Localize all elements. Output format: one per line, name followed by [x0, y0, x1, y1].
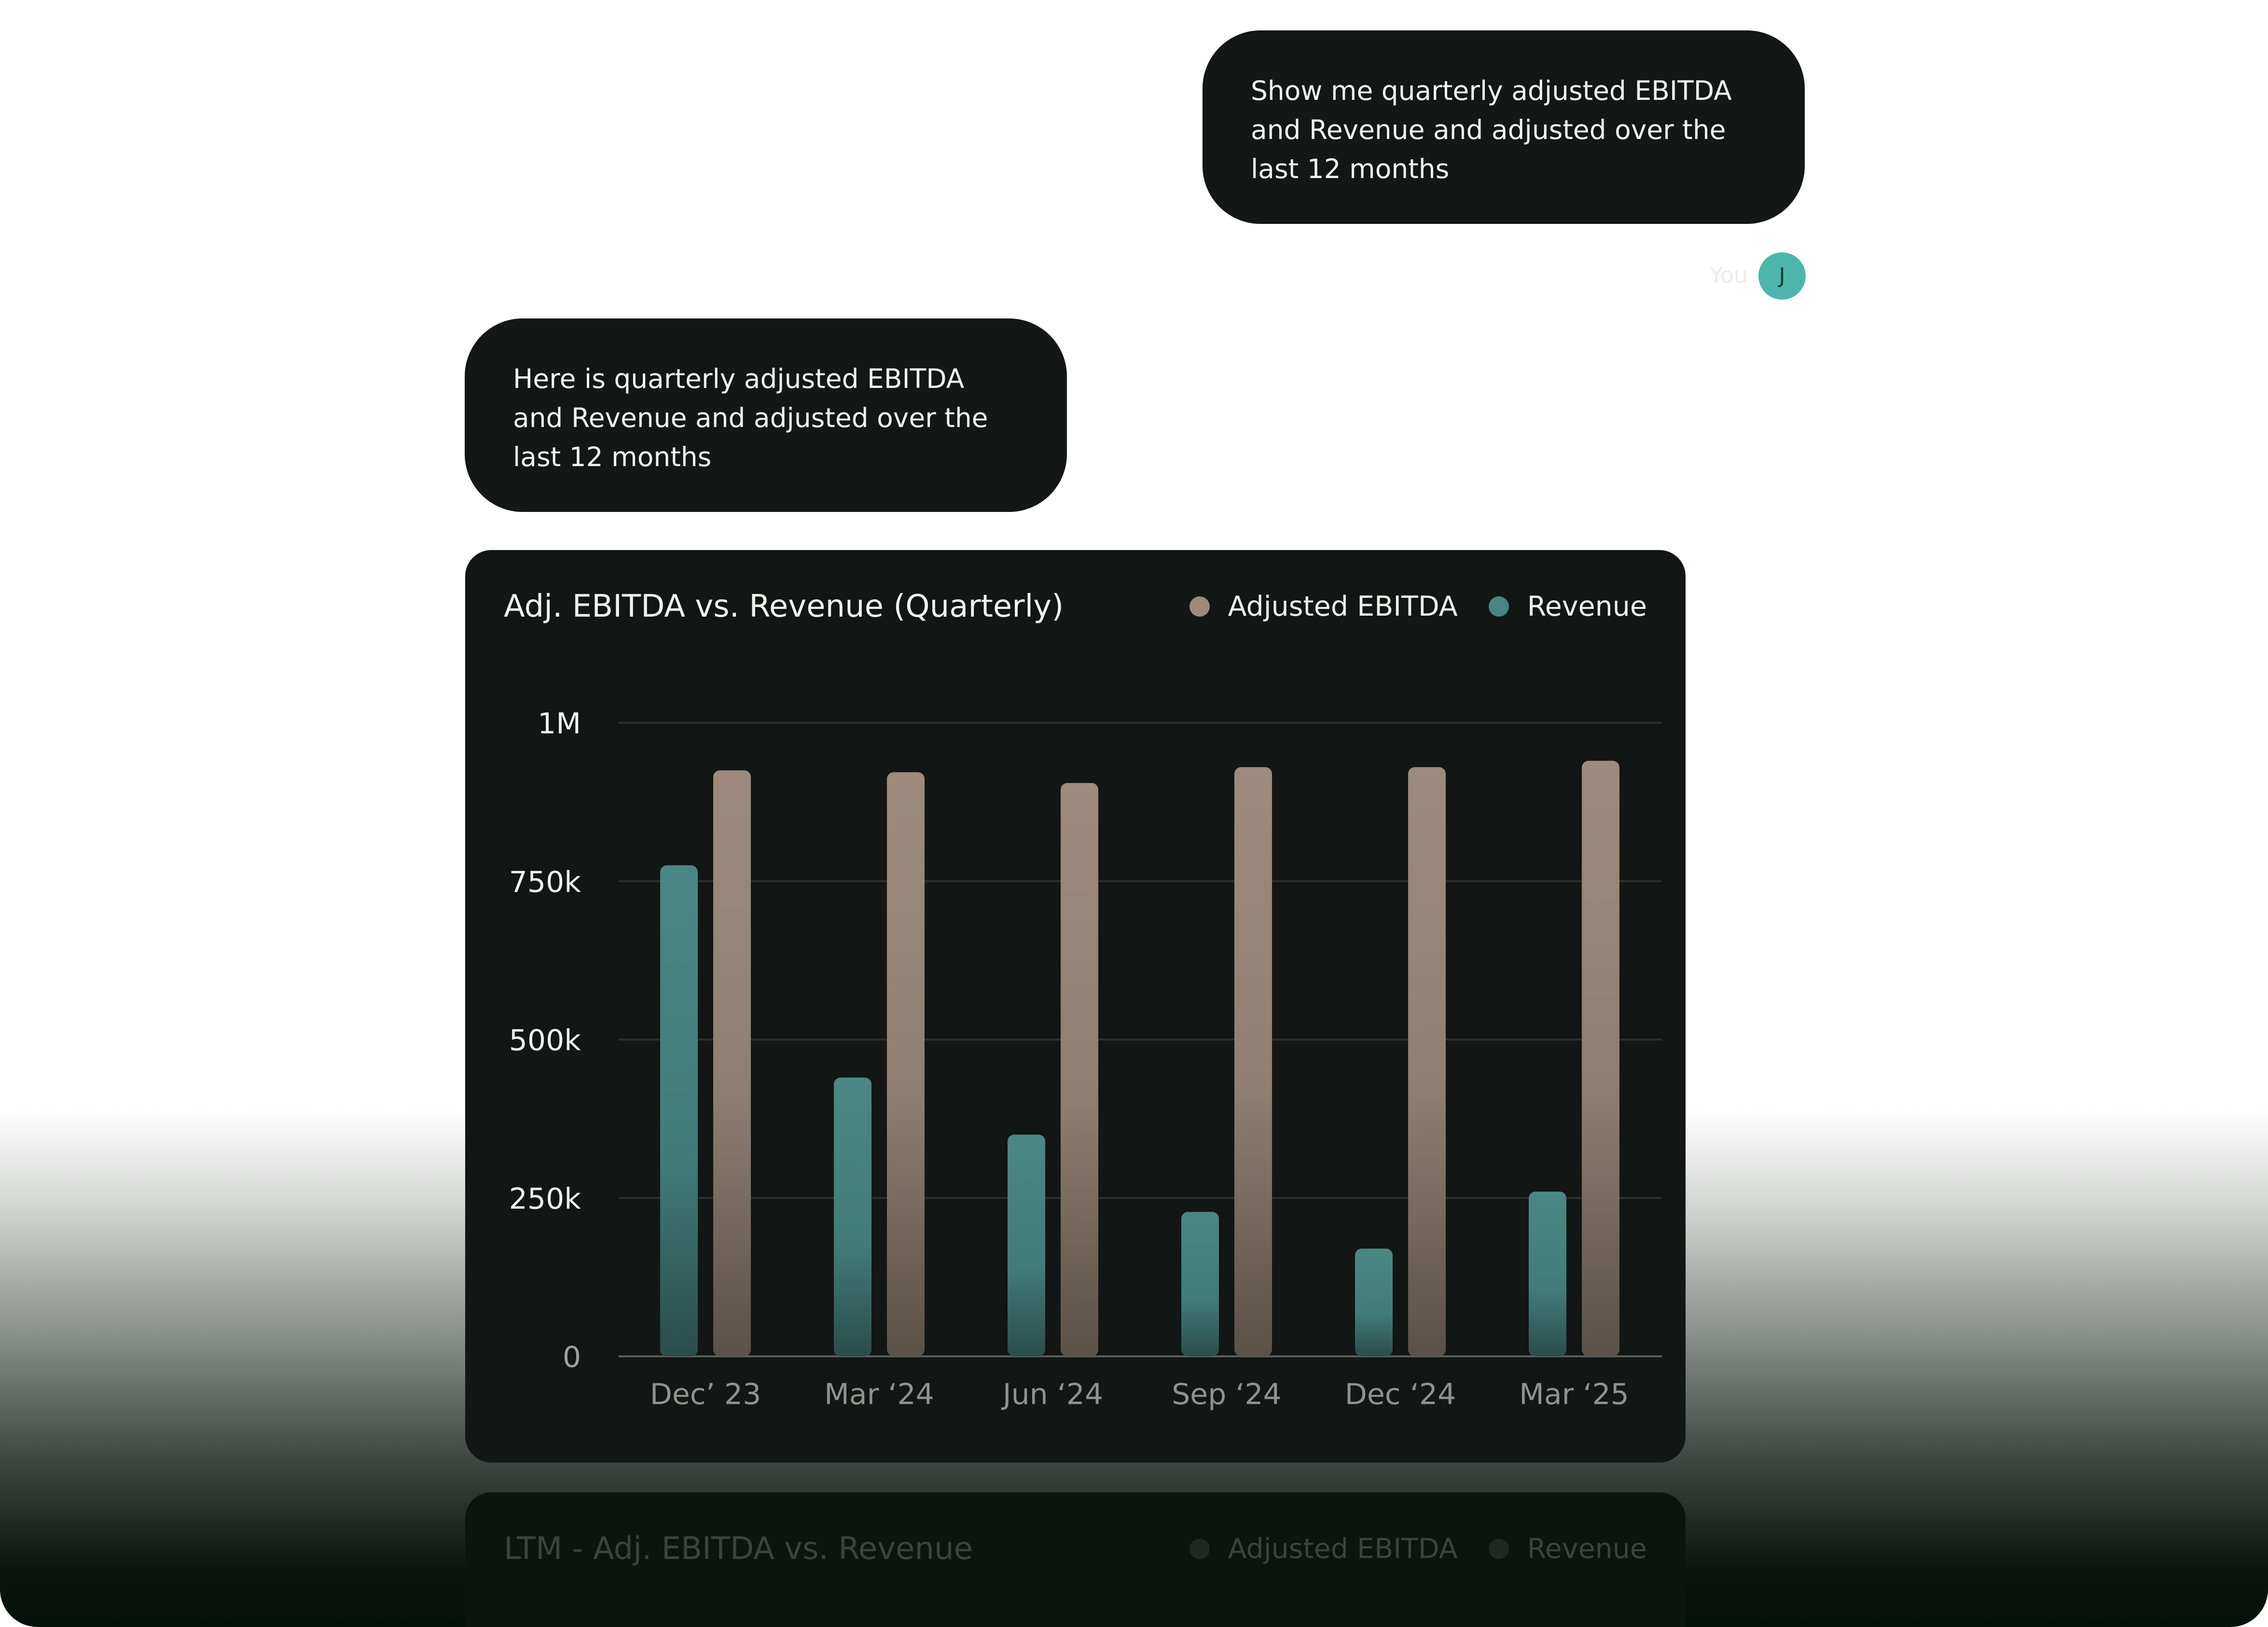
avatar[interactable]: J	[1758, 252, 1806, 300]
ebitda-bar	[1061, 783, 1098, 1356]
user-message-bubble: Show me quarterly adjusted EBITDA and Re…	[1203, 30, 1805, 224]
y-tick-label: 1M	[538, 707, 581, 741]
ltm-chart-title: LTM - Adj. EBITDA vs. Revenue	[504, 1531, 973, 1567]
revenue-bar	[834, 1077, 871, 1356]
y-tick-label: 0	[563, 1340, 581, 1374]
x-tick-label: Jun ‘24	[1001, 1378, 1103, 1411]
ebitda-bar	[1408, 767, 1446, 1356]
x-tick-label: Dec’ 23	[650, 1378, 761, 1411]
ltm-legend-dot-revenue	[1488, 1539, 1509, 1559]
x-tick-label: Mar ‘24	[824, 1378, 934, 1411]
revenue-bar	[660, 865, 698, 1356]
y-tick-label: 250k	[509, 1182, 581, 1216]
legend-item-ebitda[interactable]: Adjusted EBITDA	[1189, 591, 1458, 622]
ebitda-bar	[887, 772, 925, 1356]
ltm-chart-legend: Adjusted EBITDA Revenue	[1159, 1533, 1647, 1565]
chart-legend: Adjusted EBITDA Revenue	[1159, 591, 1647, 622]
legend-label-revenue: Revenue	[1527, 591, 1647, 622]
chart-card: Adj. EBITDA vs. Revenue (Quarterly) Adju…	[465, 550, 1686, 1462]
assistant-message-bubble: Here is quarterly adjusted EBITDA and Re…	[465, 318, 1067, 512]
ebitda-bar	[713, 770, 751, 1356]
revenue-bar	[1355, 1248, 1393, 1356]
legend-label-ebitda: Adjusted EBITDA	[1228, 591, 1458, 622]
ltm-legend-item-revenue[interactable]: Revenue	[1488, 1533, 1647, 1565]
user-message-text: Show me quarterly adjusted EBITDA and Re…	[1251, 75, 1732, 184]
x-tick-label: Mar ‘25	[1519, 1378, 1629, 1411]
assistant-message-text: Here is quarterly adjusted EBITDA and Re…	[513, 363, 988, 472]
revenue-bar	[1008, 1134, 1045, 1356]
y-tick-label: 750k	[509, 865, 581, 899]
chart-title: Adj. EBITDA vs. Revenue (Quarterly)	[504, 589, 1064, 624]
ltm-legend-item-ebitda[interactable]: Adjusted EBITDA	[1189, 1533, 1458, 1565]
legend-dot-ebitda	[1189, 596, 1210, 617]
ltm-legend-label-revenue: Revenue	[1527, 1533, 1647, 1565]
y-tick-label: 500k	[509, 1024, 581, 1058]
legend-dot-revenue	[1488, 596, 1509, 617]
legend-item-revenue[interactable]: Revenue	[1488, 591, 1647, 622]
revenue-bar	[1529, 1191, 1566, 1356]
x-tick-label: Dec ‘24	[1345, 1378, 1456, 1411]
ltm-legend-label-ebitda: Adjusted EBITDA	[1228, 1533, 1458, 1565]
ebitda-bar	[1234, 767, 1272, 1356]
ltm-legend-dot-ebitda	[1189, 1539, 1210, 1559]
sender-label: You	[1709, 262, 1748, 288]
bar-chart: 0 250k 500k 750k 1M Dec’ 23 Mar ‘24 Jun ‘24 Sep …	[509, 707, 1662, 1411]
x-tick-label: Sep ‘24	[1172, 1378, 1282, 1411]
ebitda-bar	[1582, 760, 1619, 1356]
ltm-chart-card: LTM - Adj. EBITDA vs. Revenue Adjusted E…	[465, 1492, 1686, 1627]
sender-row: You J	[1660, 252, 1806, 300]
revenue-bar	[1181, 1212, 1219, 1356]
